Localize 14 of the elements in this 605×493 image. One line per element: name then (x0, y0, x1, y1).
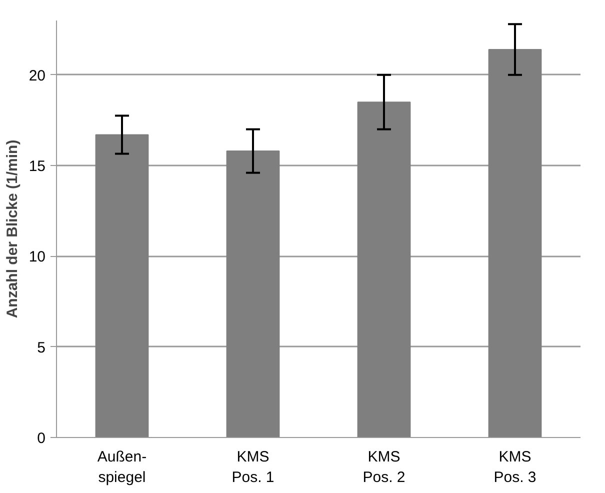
y-tick-label: 5 (37, 339, 46, 356)
y-axis-title: Anzahl der Blicke (1/min) (4, 140, 21, 318)
y-tick-label: 10 (28, 248, 46, 266)
bar (357, 102, 411, 438)
bar (488, 49, 542, 438)
x-tick-label: KMS Pos. 3 (494, 448, 536, 486)
x-tick-label: KMS Pos. 2 (362, 448, 406, 486)
x-tick-label: KMS Pos. 1 (232, 448, 274, 486)
y-tick-label: 15 (28, 158, 46, 176)
x-tick-label: Außen- spiegel (97, 448, 147, 486)
y-tick-label: 0 (37, 430, 46, 447)
bar (226, 150, 280, 438)
y-tick-label: 20 (28, 67, 46, 84)
bar (95, 134, 149, 438)
